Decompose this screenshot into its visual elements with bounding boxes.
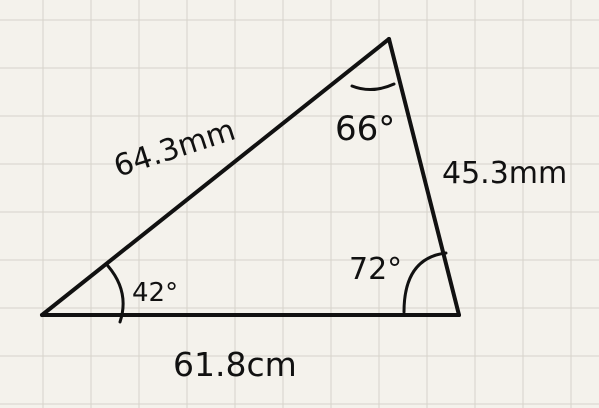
angle-arc-top	[350, 82, 396, 91]
angle-label-left: 42°	[132, 278, 178, 308]
angle-label-top: 66°	[335, 109, 395, 149]
angle-arc-left	[106, 264, 125, 324]
triangle-side-right	[387, 37, 461, 317]
angle-label-right: 72°	[349, 252, 402, 287]
side-label-base: 61.8cm	[173, 345, 297, 384]
triangle-side-left	[40, 37, 391, 317]
angle-arc-right	[402, 251, 448, 314]
side-label-right: 45.3mm	[442, 156, 567, 191]
